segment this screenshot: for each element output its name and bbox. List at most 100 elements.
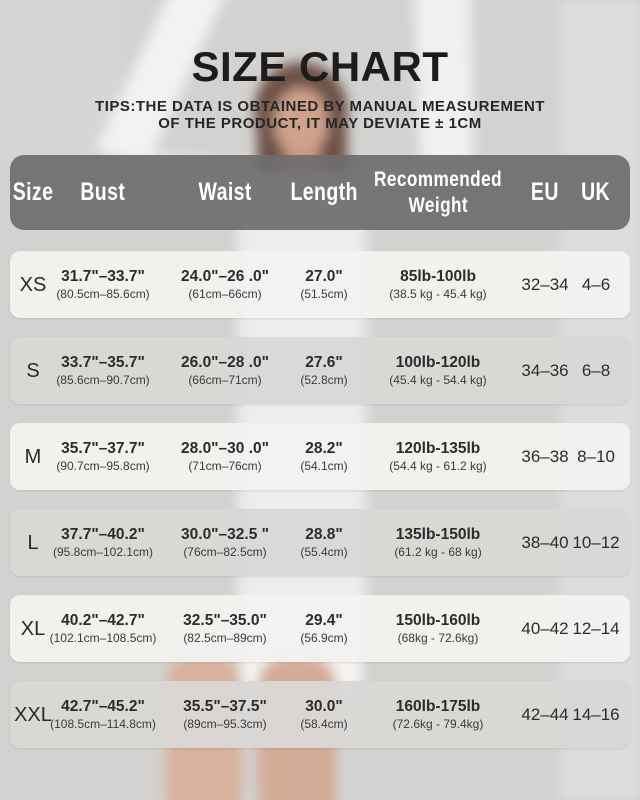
length-cell: 28.2" (54.1cm) [300, 439, 348, 474]
length-cm: (51.5cm) [300, 287, 348, 301]
size-label: L [27, 531, 39, 554]
length-inches: 28.8" [305, 526, 343, 543]
size-cell: XS [10, 275, 56, 295]
tips-text: TIPS:THE DATA IS OBTAINED BY MANUAL MEAS… [0, 98, 640, 132]
header-eu-label: EU [531, 178, 559, 206]
bust-cell: 35.7"–37.7" (90.7cm–95.8cm) [56, 439, 150, 474]
eu-value: 42–44 [521, 704, 569, 724]
size-label: XS [19, 273, 47, 296]
header-cell-waist: Waist [150, 178, 300, 207]
size-label: XL [20, 617, 46, 640]
size-cell: S [10, 361, 56, 381]
bust-cm: (80.5cm–85.6cm) [56, 287, 150, 301]
bust-cm: (90.7cm–95.8cm) [56, 459, 150, 473]
eu-cell: 36–38 [521, 447, 568, 467]
weight-kg: (38.5 kg - 45.4 kg) [389, 287, 487, 301]
uk-value: 8–10 [577, 446, 615, 466]
bust-inches: 31.7"–33.7" [61, 268, 145, 285]
size-cell: XL [10, 619, 56, 639]
uk-cell: 8–10 [562, 447, 630, 467]
bust-inches: 42.7"–45.2" [61, 698, 145, 715]
bust-cm: (95.8cm–102.1cm) [52, 545, 154, 559]
size-row-m: M 35.7"–37.7" (90.7cm–95.8cm) 28.0"–30 .… [10, 423, 630, 490]
eu-cell: 42–44 [521, 705, 568, 725]
eu-cell: 40–42 [521, 619, 568, 639]
header-weight-line-2: Weight [408, 193, 468, 217]
eu-value: 32–34 [521, 274, 569, 294]
length-cm: (52.8cm) [300, 373, 348, 387]
uk-value: 10–12 [572, 532, 620, 552]
weight-lb: 160lb-175lb [395, 698, 481, 715]
weight-lb: 85lb-100lb [400, 268, 476, 285]
waist-inches: 24.0"–26 .0" [181, 268, 269, 285]
waist-cm: (66cm–71cm) [188, 373, 262, 387]
bust-cell: 40.2"–42.7" (102.1cm–108.5cm) [50, 611, 157, 646]
waist-inches: 35.5"–37.5" [183, 698, 267, 715]
header-size-label: Size [12, 178, 54, 206]
waist-cm: (71cm–76cm) [188, 459, 262, 473]
weight-cell: 100lb-120lb (45.4 kg - 54.4 kg) [348, 353, 528, 388]
header-cell-length: Length [290, 178, 357, 207]
bust-cell: 42.7"–45.2" (108.5cm–114.8cm) [50, 697, 156, 732]
length-inches: 29.4" [305, 612, 343, 629]
length-cell: 27.0" (51.5cm) [300, 267, 348, 302]
uk-cell: 12–14 [562, 619, 630, 639]
length-inches: 27.0" [305, 268, 343, 285]
bust-cell: 33.7"–35.7" (85.6cm–90.7cm) [56, 353, 150, 388]
bust-cell: 31.7"–33.7" (80.5cm–85.6cm) [56, 267, 150, 302]
header-uk-label: UK [581, 178, 611, 206]
bust-cm: (102.1cm–108.5cm) [49, 631, 157, 645]
waist-cell: 35.5"–37.5" (89cm–95.3cm) [150, 697, 300, 732]
waist-cm: (82.5cm–89cm) [183, 631, 267, 645]
eu-value: 40–42 [521, 618, 569, 638]
uk-cell: 10–12 [562, 533, 630, 553]
uk-value: 6–8 [581, 360, 611, 380]
size-row-xxl: XXL 42.7"–45.2" (108.5cm–114.8cm) 35.5"–… [10, 681, 630, 748]
bust-cell: 37.7"–40.2" (95.8cm–102.1cm) [52, 525, 154, 560]
weight-cell: 150lb-160lb (68kg - 72.6kg) [348, 611, 528, 646]
uk-cell: 14–16 [562, 705, 630, 725]
weight-cell: 135lb-150lb (61.2 kg - 68 kg) [348, 525, 528, 560]
eu-cell: 32–34 [521, 275, 568, 295]
length-inches: 27.6" [305, 354, 343, 371]
length-cell: 30.0" (58.4cm) [300, 697, 348, 732]
waist-inches: 32.5"–35.0" [183, 612, 267, 629]
size-row-s: S 33.7"–35.7" (85.6cm–90.7cm) 26.0"–28 .… [10, 337, 630, 404]
eu-value: 38–40 [521, 532, 569, 552]
size-cell: L [10, 533, 56, 553]
uk-cell: 6–8 [562, 361, 630, 381]
size-cell: XXL [10, 705, 56, 725]
waist-inches: 26.0"–28 .0" [181, 354, 269, 371]
length-cm: (56.9cm) [300, 631, 348, 645]
weight-kg: (72.6kg - 79.4kg) [392, 717, 484, 731]
header-cell-bust: Bust [56, 178, 150, 207]
waist-cell: 28.0"–30 .0" (71cm–76cm) [150, 439, 300, 474]
eu-cell: 34–36 [521, 361, 568, 381]
waist-cell: 26.0"–28 .0" (66cm–71cm) [150, 353, 300, 388]
length-inches: 30.0" [305, 698, 343, 715]
weight-kg: (61.2 kg - 68 kg) [394, 545, 482, 559]
waist-cm: (61cm–66cm) [188, 287, 262, 301]
waist-inches: 30.0"–32.5 " [181, 526, 269, 543]
weight-lb: 150lb-160lb [395, 612, 481, 629]
size-row-xl: XL 40.2"–42.7" (102.1cm–108.5cm) 32.5"–3… [10, 595, 630, 662]
weight-cell: 85lb-100lb (38.5 kg - 45.4 kg) [348, 267, 528, 302]
header-weight-line-1: Recommended [374, 167, 502, 191]
eu-value: 34–36 [521, 360, 569, 380]
weight-lb: 120lb-135lb [395, 440, 481, 457]
eu-value: 36–38 [521, 446, 569, 466]
size-label: XXL [14, 703, 52, 726]
waist-cell: 24.0"–26 .0" (61cm–66cm) [150, 267, 300, 302]
weight-cell: 120lb-135lb (54.4 kg - 61.2 kg) [348, 439, 528, 474]
header-length-label: Length [290, 178, 358, 206]
size-cell: M [10, 447, 56, 467]
bust-inches: 33.7"–35.7" [61, 354, 145, 371]
header-cell-recommended-weight: Recommended Weight [348, 167, 528, 219]
weight-cell: 160lb-175lb (72.6kg - 79.4kg) [348, 697, 528, 732]
weight-lb: 100lb-120lb [395, 354, 481, 371]
header-cell-uk: UK [562, 178, 630, 207]
waist-inches: 28.0"–30 .0" [181, 440, 269, 457]
weight-kg: (68kg - 72.6kg) [397, 631, 479, 645]
bust-cm: (85.6cm–90.7cm) [56, 373, 150, 387]
length-cell: 28.8" (55.4cm) [300, 525, 348, 560]
